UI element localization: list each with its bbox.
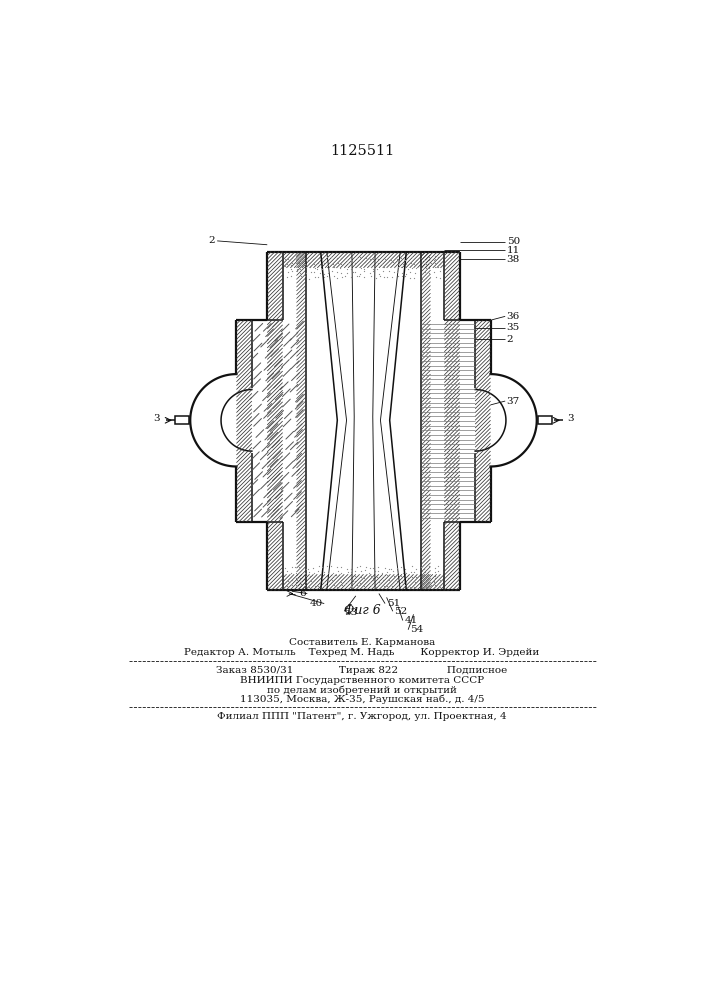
Text: 54: 54 <box>409 625 423 634</box>
Text: по делам изобретений и открытий: по делам изобретений и открытий <box>267 685 457 695</box>
Text: 1125511: 1125511 <box>330 144 394 158</box>
Text: ВНИИПИ Государственного комитета СССР: ВНИИПИ Государственного комитета СССР <box>240 676 484 685</box>
Text: 40: 40 <box>310 599 322 608</box>
Text: 53: 53 <box>344 608 358 617</box>
Text: 2: 2 <box>209 236 215 245</box>
Text: Составитель Е. Карманова: Составитель Е. Карманова <box>289 638 435 647</box>
Text: 35: 35 <box>507 323 520 332</box>
Text: 41: 41 <box>404 616 418 625</box>
Text: 3: 3 <box>568 414 574 423</box>
Text: Фиг 6: Фиг 6 <box>344 604 380 617</box>
Text: 37: 37 <box>507 397 520 406</box>
Text: 113035, Москва, Ж-35, Раушская наб., д. 4/5: 113035, Москва, Ж-35, Раушская наб., д. … <box>240 694 484 704</box>
Text: 2: 2 <box>507 335 513 344</box>
Text: 3: 3 <box>153 414 160 423</box>
Text: Редактор А. Мотыль    Техред М. Надь        Корректор И. Эрдейи: Редактор А. Мотыль Техред М. Надь Коррек… <box>185 648 539 657</box>
Text: Филиал ППП "Патент", г. Ужгород, ул. Проектная, 4: Филиал ППП "Патент", г. Ужгород, ул. Про… <box>217 712 507 721</box>
Text: 38: 38 <box>507 255 520 264</box>
Bar <box>175 416 189 424</box>
Text: Заказ 8530/31              Тираж 822               Подписное: Заказ 8530/31 Тираж 822 Подписное <box>216 666 508 675</box>
Text: 36: 36 <box>507 312 520 321</box>
Text: 50: 50 <box>507 237 520 246</box>
Text: 52: 52 <box>395 607 407 616</box>
Bar <box>538 416 552 424</box>
Text: 11: 11 <box>507 246 520 255</box>
Text: 51: 51 <box>387 599 400 608</box>
Text: 6: 6 <box>299 589 305 598</box>
